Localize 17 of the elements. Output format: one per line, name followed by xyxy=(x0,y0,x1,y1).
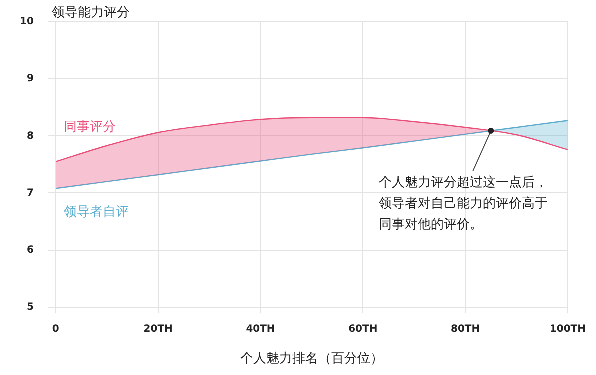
x-tick-label: 80TH xyxy=(451,324,480,335)
x-tick-label: 0 xyxy=(52,324,60,335)
x-axis-title: 个人魅力排名（百分位） xyxy=(240,352,384,367)
x-tick-label: 60TH xyxy=(348,324,378,335)
y-tick-label: 8 xyxy=(26,130,34,142)
annotation: 个人魅力评分超过这一点后，领导者对自己能力的评价高于同事对他的评价。 xyxy=(379,175,548,232)
y-tick-label: 7 xyxy=(26,188,34,199)
x-tick-label: 20TH xyxy=(144,324,173,335)
y-tick-label: 10 xyxy=(20,16,34,28)
y-axis-title: 领导能力评分 xyxy=(52,5,130,20)
x-tick-label: 40TH xyxy=(246,324,276,335)
y-tick-label: 5 xyxy=(26,302,34,313)
series-label: 领导者自评 xyxy=(64,205,129,220)
series-label: 同事评分 xyxy=(64,120,116,136)
y-tick-label: 9 xyxy=(26,74,34,85)
y-tick-label: 6 xyxy=(26,244,34,256)
x-tick-label: 100TH xyxy=(550,324,586,335)
